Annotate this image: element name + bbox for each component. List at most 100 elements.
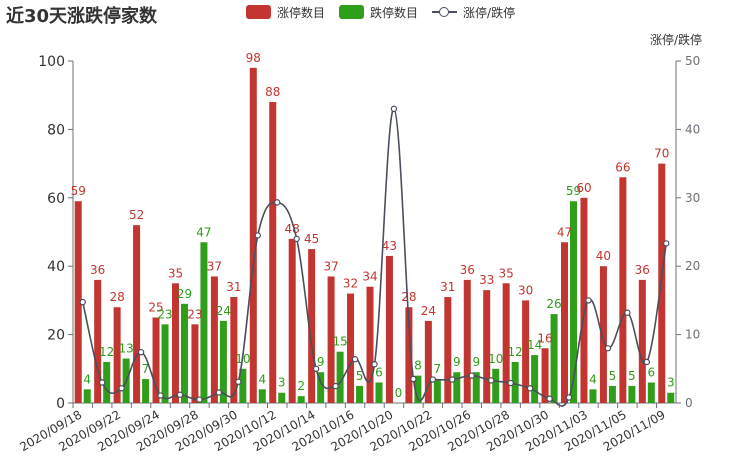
bar-down — [258, 389, 266, 403]
bar-down-label: 7 — [434, 362, 442, 376]
bar-up-label: 36 — [90, 263, 105, 277]
bar-down — [589, 389, 597, 403]
bar-down — [608, 385, 616, 403]
ratio-point — [390, 105, 398, 113]
bar-up-label: 36 — [460, 263, 475, 277]
ratio-point — [371, 361, 378, 368]
y-right-tick-label: 50 — [685, 54, 700, 68]
legend-label-ratio: 涨停/跌停 — [463, 5, 516, 20]
y-left-tick-label: 20 — [47, 328, 65, 344]
y-left-tick-label: 40 — [47, 259, 65, 275]
bar-up-label: 28 — [109, 290, 124, 304]
bar-up-label: 59 — [71, 184, 86, 198]
bar-up-label: 43 — [382, 239, 397, 253]
ratio-point — [118, 385, 125, 392]
legend-label-down: 跌停数目 — [370, 5, 419, 20]
bar-up — [327, 276, 335, 403]
legend-item-ratio[interactable]: 涨停/跌停 — [432, 4, 515, 21]
bar-down-label: 12 — [508, 345, 523, 359]
legend-label-up: 涨停数目 — [277, 5, 326, 20]
bar-down-label: 5 — [609, 369, 617, 383]
bar-up-label: 32 — [343, 277, 358, 291]
legend-item-up[interactable]: 涨停数目 — [246, 4, 325, 21]
bar-down-label: 5 — [356, 369, 364, 383]
bar-down — [317, 372, 325, 403]
bar-down — [278, 392, 286, 403]
ratio-point — [332, 382, 339, 390]
ratio-point — [215, 389, 223, 396]
bar-up — [249, 67, 257, 403]
legend-item-down[interactable]: 跌停数目 — [339, 4, 418, 21]
bar-down-label: 3 — [278, 376, 286, 390]
bar-down-label: 13 — [118, 342, 133, 356]
y-left-tick-label: 100 — [38, 54, 65, 70]
bar-up — [483, 290, 491, 403]
bar-down — [472, 372, 480, 403]
bar-up — [288, 238, 296, 403]
bar-up-label: 36 — [635, 263, 650, 277]
bar-down-label: 5 — [628, 369, 636, 383]
bar-up-label: 60 — [576, 181, 591, 195]
ratio-point — [449, 376, 456, 383]
bar-up — [171, 283, 179, 403]
bar-up-label: 70 — [654, 147, 669, 161]
bar-down — [647, 382, 655, 403]
bar-up — [541, 348, 549, 403]
bar-down — [297, 396, 305, 403]
legend-swatch-up — [246, 5, 271, 19]
chart-legend[interactable]: 涨停数目 跌停数目 涨停/跌停 — [246, 3, 515, 21]
ratio-point — [254, 232, 261, 239]
bar-up-label: 25 — [148, 301, 163, 315]
bar-up — [269, 102, 277, 403]
bar-down — [83, 389, 91, 403]
bar-down — [336, 351, 344, 403]
ratio-point — [546, 395, 553, 402]
y2-axis-name: 涨停/跌停 — [649, 33, 702, 47]
bar-down — [550, 314, 558, 403]
ratio-point — [274, 199, 281, 206]
y-right-tick-label: 30 — [685, 191, 700, 205]
bar-down — [356, 385, 364, 403]
bar-up — [366, 286, 374, 403]
bar-down-label: 4 — [258, 372, 266, 386]
bar-up — [74, 201, 82, 403]
y-right-tick-label: 20 — [685, 259, 700, 273]
ratio-point — [565, 394, 573, 401]
ratio-point — [624, 309, 631, 316]
bar-up-label: 24 — [421, 304, 436, 318]
ratio-point — [293, 235, 300, 243]
bar-down — [239, 368, 247, 403]
ratio-point — [429, 376, 437, 383]
bar-down-label: 14 — [527, 338, 542, 352]
ratio-point — [585, 297, 592, 304]
y-right-tick-label: 40 — [685, 122, 700, 136]
bar-up-label: 35 — [168, 266, 183, 280]
bar-up — [308, 249, 316, 403]
bar-down — [219, 320, 227, 403]
bar-up-label: 47 — [557, 225, 572, 239]
bar-up — [133, 225, 141, 403]
bar-up-label: 88 — [265, 85, 280, 99]
ratio-point — [98, 379, 106, 386]
bar-up — [444, 296, 452, 403]
legend-swatch-ratio — [432, 5, 458, 19]
bar-down-label: 7 — [142, 362, 150, 376]
bar-up-label: 98 — [246, 51, 261, 65]
ratio-point — [157, 392, 164, 399]
ratio-point — [604, 345, 612, 352]
bar-up-label: 45 — [304, 232, 319, 246]
bar-down-label: 3 — [667, 376, 675, 390]
bar-up — [230, 296, 238, 403]
ratio-point — [663, 240, 670, 247]
bar-up-label: 28 — [401, 290, 416, 304]
y-right-tick-label: 0 — [685, 396, 693, 410]
y-left-tick-label: 0 — [56, 396, 65, 412]
bar-up-label: 16 — [537, 331, 552, 345]
bar-up-label: 31 — [226, 280, 241, 294]
bar-down — [433, 379, 441, 403]
bar-down-label: 9 — [453, 355, 461, 369]
ratio-point — [507, 379, 514, 387]
bar-down — [200, 242, 208, 403]
bar-up-label: 31 — [440, 280, 455, 294]
